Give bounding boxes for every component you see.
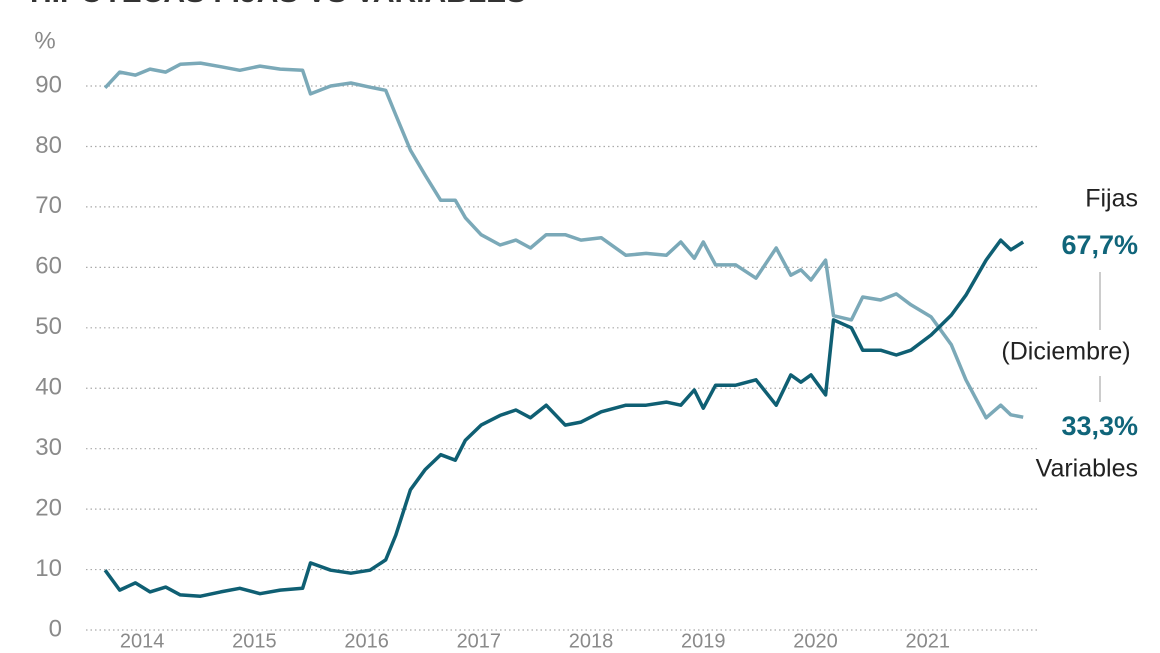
legend-label: Fijas xyxy=(1085,185,1138,213)
annotation: 67,7% xyxy=(1061,230,1138,260)
x-tick-label: 2021 xyxy=(906,630,951,652)
y-tick-label: 80 xyxy=(35,132,62,159)
y-tick-label: 0 xyxy=(49,615,62,642)
legend-label: Variables xyxy=(1036,455,1138,483)
y-tick-label: 40 xyxy=(35,374,62,401)
y-tick-label: 90 xyxy=(35,71,62,98)
y-axis-label: % xyxy=(34,27,55,54)
line-series xyxy=(103,238,1025,598)
y-tick-label: 30 xyxy=(35,434,62,461)
annotation: 33,3% xyxy=(1061,411,1138,441)
x-tick-label: 2015 xyxy=(232,630,277,652)
x-tick-label: 2018 xyxy=(569,630,614,652)
line-series xyxy=(103,61,1024,420)
y-tick-label: 50 xyxy=(35,313,62,340)
x-tick-label: 2017 xyxy=(457,630,502,652)
y-tick-label: 10 xyxy=(35,555,62,582)
x-tick-label: 2020 xyxy=(793,630,838,652)
x-tick-label: 2016 xyxy=(344,630,389,652)
y-tick-label: 20 xyxy=(35,494,62,521)
chart-title: HIPOTECAS FIJAS VS VARIABLES xyxy=(30,0,526,9)
annotation: (Diciembre) xyxy=(1001,338,1130,366)
x-tick-label: 2014 xyxy=(120,630,165,652)
y-tick-label: 60 xyxy=(35,253,62,280)
y-tick-label: 70 xyxy=(35,192,62,219)
x-tick-label: 2019 xyxy=(681,630,726,652)
